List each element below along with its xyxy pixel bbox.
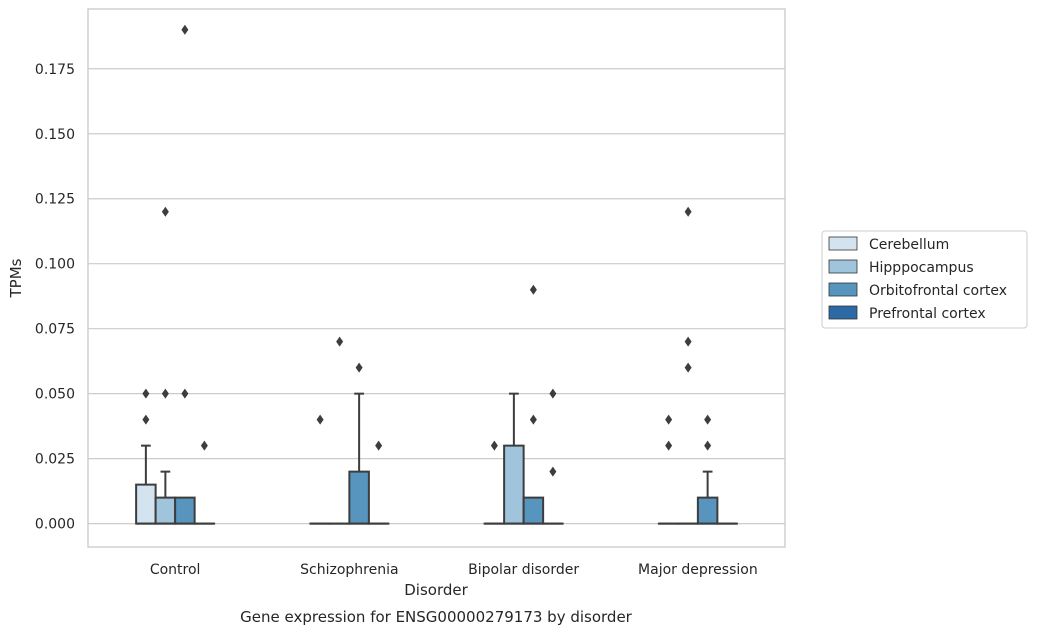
outlier-point xyxy=(704,440,712,451)
x-tick-label: Schizophrenia xyxy=(300,562,398,578)
y-tick-label: 0.175 xyxy=(35,62,75,78)
outlier-point xyxy=(336,336,344,347)
outlier-point xyxy=(704,414,712,425)
outlier-point xyxy=(375,440,383,451)
outlier-point xyxy=(355,362,363,373)
outlier-point xyxy=(684,336,692,347)
y-tick-label: 0.150 xyxy=(35,127,75,143)
box xyxy=(696,496,719,525)
y-axis-label: TPMs xyxy=(7,258,25,298)
outlier-point xyxy=(529,284,537,295)
outlier-point xyxy=(142,414,150,425)
y-tick-label: 0.075 xyxy=(35,322,75,338)
legend-label: Prefrontal cortex xyxy=(869,306,986,322)
outlier-point xyxy=(684,206,692,217)
outlier-point xyxy=(161,206,169,217)
legend: Cerebellum Hipppocampus Orbitofrontal cort… xyxy=(821,230,1028,329)
outlier-point xyxy=(665,440,673,451)
outlier-point xyxy=(142,388,150,399)
x-tick-label: Major depression xyxy=(638,562,758,578)
legend-label: Orbitofrontal cortex xyxy=(869,283,1007,299)
box xyxy=(135,483,157,525)
legend-items: Cerebellum Hipppocampus Orbitofrontal cort… xyxy=(828,236,1007,322)
box xyxy=(154,496,177,525)
x-axis-label: Disorder xyxy=(404,581,468,599)
box xyxy=(522,496,545,525)
plot-frame xyxy=(87,8,786,548)
boxes-layer xyxy=(135,392,738,525)
legend-label: Hipppocampus xyxy=(869,260,974,276)
x-tick-label: Control xyxy=(150,562,201,578)
outlier-point xyxy=(529,414,537,425)
legend-swatch xyxy=(828,236,858,251)
y-tick-label: 0.000 xyxy=(35,517,75,533)
x-axis-tick-labels: Control Schizophrenia Bipolar disorder Majo… xyxy=(150,562,758,578)
outliers-layer xyxy=(142,24,712,477)
outlier-point xyxy=(181,24,189,35)
box xyxy=(348,470,370,525)
legend-swatch xyxy=(828,259,858,274)
plot-background xyxy=(88,9,785,547)
legend-swatch xyxy=(828,282,858,297)
x-tick-label: Bipolar disorder xyxy=(468,562,579,578)
y-tick-label: 0.100 xyxy=(35,257,75,273)
box xyxy=(503,444,525,525)
outlier-point xyxy=(549,388,557,399)
outlier-point xyxy=(316,414,324,425)
outlier-point xyxy=(161,388,169,399)
chart-title: Gene expression for ENSG00000279173 by d… xyxy=(240,608,633,626)
outlier-point xyxy=(181,388,189,399)
outlier-point xyxy=(490,440,498,451)
y-tick-label: 0.125 xyxy=(35,192,75,208)
outlier-point xyxy=(684,362,692,373)
gridlines xyxy=(88,68,785,525)
y-tick-label: 0.050 xyxy=(35,387,75,403)
legend-label: Cerebellum xyxy=(869,237,949,253)
outlier-point xyxy=(549,466,557,477)
legend-frame xyxy=(821,230,1028,329)
outlier-point xyxy=(665,414,673,425)
y-axis-tick-labels: 0.000 0.025 0.050 0.075 0.100 0.125 0.150 0.175 xyxy=(35,62,75,533)
y-tick-label: 0.025 xyxy=(35,452,75,468)
box xyxy=(174,496,196,525)
legend-swatch xyxy=(828,305,858,320)
outlier-point xyxy=(200,440,208,451)
